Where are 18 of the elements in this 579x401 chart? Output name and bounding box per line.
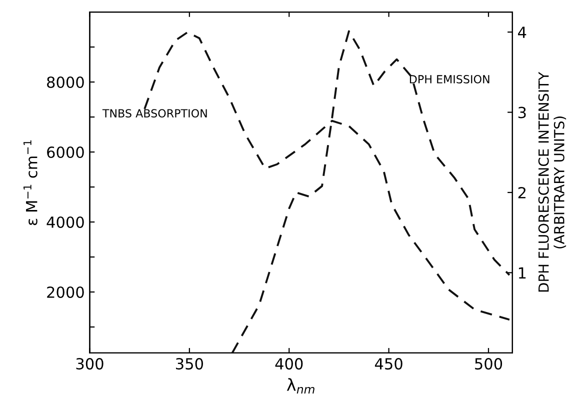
x-tick-label: 450 xyxy=(374,358,402,370)
y-tick-label: 8000 xyxy=(47,76,84,88)
x-tick-label: 300 xyxy=(76,358,104,370)
y-tick-label: 4000 xyxy=(46,216,84,228)
annotation: DPH EMISSION xyxy=(410,75,490,84)
x-axis-title: λ$_{nm}$ xyxy=(286,378,314,394)
x-tick-label: 500 xyxy=(475,358,502,370)
y2-tick-label: 2 xyxy=(518,186,526,198)
annotation: TNBS ABSORPTION xyxy=(102,109,207,118)
x-tick-label: 350 xyxy=(176,358,203,370)
x-tick-label: 400 xyxy=(275,358,303,370)
y-tick-label: 2000 xyxy=(47,286,84,298)
y2-tick-label: 1 xyxy=(518,267,526,278)
y2-axis-title: DPH FLUORESCENCE INTENSITY (ARBITRARY UNITS) xyxy=(538,72,566,292)
y-tick-label: 6000 xyxy=(47,146,84,158)
y2-tick-label: 3 xyxy=(518,106,526,118)
y2-tick-label: 4 xyxy=(518,26,526,38)
y-axis-title: ε M$^{−1}$ cm$^{−1}$ xyxy=(24,140,38,226)
